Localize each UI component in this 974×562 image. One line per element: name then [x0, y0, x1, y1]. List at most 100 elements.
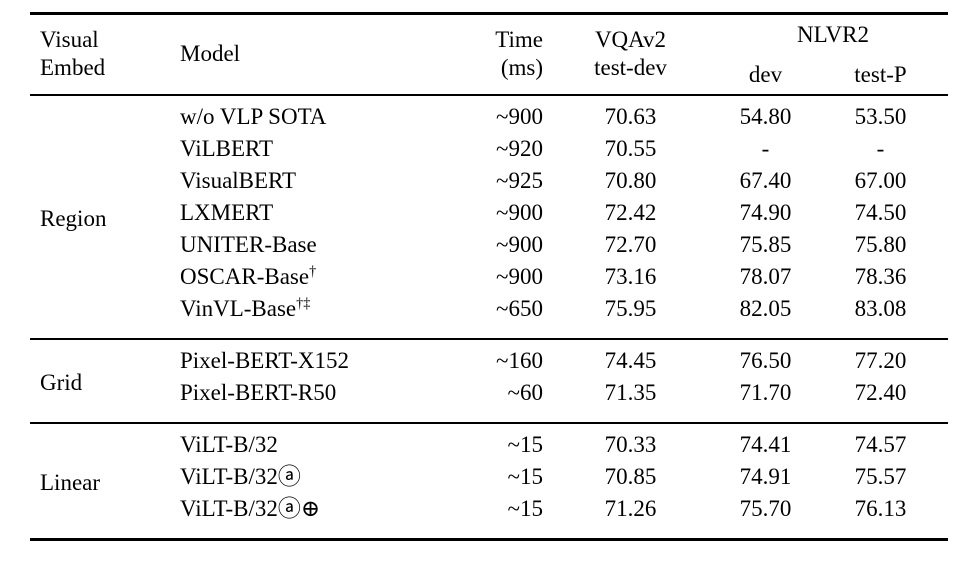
cell-nlvr2-dev: 67.40: [739, 167, 792, 193]
cell-model: UNITER-Base: [180, 229, 465, 261]
header-vqav2-line1: VQAv2: [594, 27, 667, 53]
cell-vqav2: 71.26: [604, 495, 657, 521]
model-name: ViLT-B/32ⓐ: [180, 463, 301, 489]
cell-vqav2: 75.95: [604, 295, 657, 321]
model-name: UNITER-Base: [180, 231, 317, 257]
table-row: ViLT-B/32ⓐ⊕ ~15 71.26 75.70 76.13: [30, 493, 948, 540]
cell-model: w/o VLP SOTA: [180, 93, 465, 133]
cell-nlvr2-testp: 72.40: [854, 379, 907, 405]
cell-time: ~15: [465, 421, 543, 461]
results-table-wrapper: Visual Embed Model Time (ms) VQAv2 test-…: [30, 12, 948, 541]
model-name: OSCAR-Base: [180, 263, 310, 289]
cell-vqav2: 70.63: [543, 93, 718, 133]
cell-nlvr2-dev: 54.80: [718, 93, 813, 133]
cell-vqav2: 74.45: [543, 337, 718, 377]
cell-time: ~160: [465, 337, 543, 377]
cell-nlvr2-testp: 75.57: [854, 463, 907, 489]
model-name: ViLBERT: [180, 135, 274, 161]
model-name: LXMERT: [180, 199, 274, 225]
table-row: VinVL-Base†‡ ~650 75.95 82.05 83.08: [30, 293, 948, 339]
table-row: VisualBERT ~925 70.80 67.40 67.00: [30, 165, 948, 197]
cell-nlvr2-testp: 83.08: [854, 295, 907, 321]
model-name: Pixel-BERT-R50: [180, 379, 337, 405]
cell-nlvr2-testp: 75.80: [854, 231, 907, 257]
cell-nlvr2-testp: 53.50: [813, 93, 948, 133]
header-row-1: Visual Embed Model Time (ms) VQAv2 test-…: [30, 14, 948, 80]
cell-vqav2: 73.16: [604, 263, 657, 289]
model-sup: †‡: [296, 294, 311, 311]
cell-time: ~650: [496, 295, 543, 321]
header-nlvr2: NLVR2: [797, 22, 869, 48]
header-visual-embed: Visual Embed: [30, 14, 180, 95]
header-visual-embed-line1: Visual: [40, 27, 99, 53]
results-table: Visual Embed Model Time (ms) VQAv2 test-…: [30, 12, 948, 541]
cell-nlvr2-dev: 76.50: [718, 337, 813, 377]
header-nlvr2-testp: test-P: [854, 61, 907, 87]
cell-time: ~60: [507, 379, 543, 405]
cell-model: VisualBERT: [180, 165, 465, 197]
cell-nlvr2-dev: 74.90: [739, 199, 792, 225]
table-row: LXMERT ~900 72.42 74.90 74.50: [30, 197, 948, 229]
header-time-line1: Time: [495, 27, 543, 53]
table-row: ViLBERT ~920 70.55 - -: [30, 133, 948, 165]
cell-vqav2: 72.42: [604, 199, 657, 225]
header-vqav2: VQAv2 test-dev: [543, 14, 718, 95]
cell-model: ViLT-B/32: [180, 421, 465, 461]
header-time-line2: (ms): [500, 55, 543, 81]
header-row-2: dev test-P: [30, 56, 948, 95]
cell-nlvr2-testp: 76.13: [854, 495, 907, 521]
table-row: UNITER-Base ~900 72.70 75.85 75.80: [30, 229, 948, 261]
model-sup: †: [309, 262, 317, 279]
cell-time: ~920: [496, 135, 543, 161]
group-label-linear: Linear: [30, 421, 180, 539]
cell-nlvr2-dev: 82.05: [739, 295, 792, 321]
cell-nlvr2-testp: 78.36: [854, 263, 907, 289]
table-row: OSCAR-Base† ~900 73.16 78.07 78.36: [30, 261, 948, 293]
cell-time: ~925: [496, 167, 543, 193]
cell-nlvr2-dev: -: [761, 135, 770, 161]
table-header: Visual Embed Model Time (ms) VQAv2 test-…: [30, 14, 948, 95]
model-name: VisualBERT: [180, 167, 297, 193]
cell-model: Pixel-BERT-X152: [180, 337, 465, 377]
cell-vqav2: 70.80: [604, 167, 657, 193]
cell-model: OSCAR-Base†: [180, 261, 465, 293]
cell-model: ViLBERT: [180, 133, 465, 165]
cell-model: ViLT-B/32ⓐ: [180, 461, 465, 493]
cell-nlvr2-testp: -: [876, 135, 885, 161]
cell-model: VinVL-Base†‡: [180, 293, 465, 339]
cell-nlvr2-dev: 78.07: [739, 263, 792, 289]
cell-model: LXMERT: [180, 197, 465, 229]
cell-vqav2: 72.70: [604, 231, 657, 257]
cell-time: ~900: [496, 199, 543, 225]
cell-time: ~900: [496, 231, 543, 257]
cell-nlvr2-dev: 75.85: [739, 231, 792, 257]
cell-nlvr2-testp: 67.00: [854, 167, 907, 193]
header-visual-embed-line2: Embed: [40, 55, 106, 81]
header-vqav2-line2: test-dev: [594, 55, 667, 81]
cell-time: ~15: [507, 495, 543, 521]
header-nlvr2-dev: dev: [748, 61, 783, 87]
cell-nlvr2-testp: 77.20: [813, 337, 948, 377]
table-row: Linear ViLT-B/32 ~15 70.33 74.41 74.57: [30, 421, 948, 539]
cell-nlvr2-testp: 74.50: [854, 199, 907, 225]
table-row: Region w/o VLP SOTA ~900 70.63 54.80 53.…: [30, 93, 948, 339]
cell-model: ViLT-B/32ⓐ⊕: [180, 493, 465, 540]
group-label-region: Region: [30, 93, 180, 339]
cell-time: ~900: [496, 263, 543, 289]
cell-time: ~15: [507, 463, 543, 489]
cell-nlvr2-dev: 71.70: [739, 379, 792, 405]
model-name: w/o VLP SOTA: [180, 103, 327, 129]
cell-time: ~900: [465, 93, 543, 133]
cell-nlvr2-dev: 74.91: [739, 463, 792, 489]
cell-nlvr2-dev: 74.41: [718, 421, 813, 461]
header-time: Time (ms): [465, 14, 543, 95]
cell-vqav2: 70.85: [604, 463, 657, 489]
cell-vqav2: 70.55: [604, 135, 657, 161]
header-model: Model: [180, 41, 241, 67]
cell-model: Pixel-BERT-R50: [180, 377, 465, 423]
table-row: Grid Pixel-BERT-X152 ~160 74.45 76.50 77…: [30, 337, 948, 423]
table-row: Pixel-BERT-R50 ~60 71.35 71.70 72.40: [30, 377, 948, 423]
model-name: ViLT-B/32ⓐ⊕: [180, 495, 321, 521]
cell-vqav2: 71.35: [604, 379, 657, 405]
model-name: Pixel-BERT-X152: [180, 347, 349, 373]
